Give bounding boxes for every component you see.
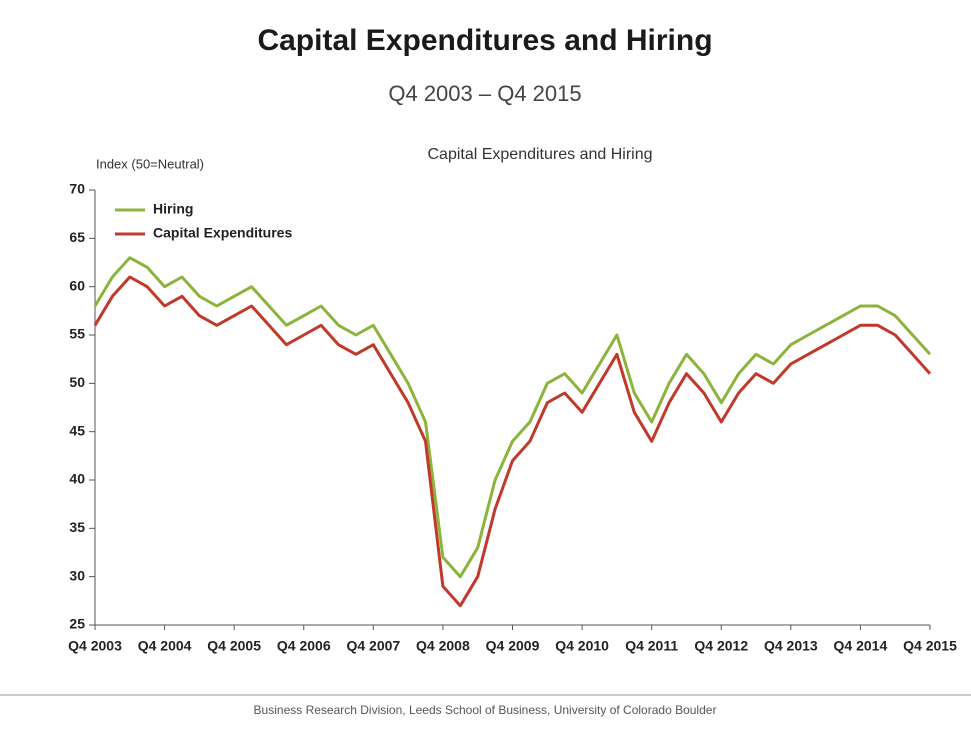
- x-tick-label: Q4 2004: [138, 638, 192, 654]
- legend-label: Capital Expenditures: [153, 225, 292, 241]
- x-tick-label: Q4 2005: [207, 638, 261, 654]
- y-tick-label: 60: [69, 277, 85, 293]
- x-tick-label: Q4 2008: [416, 638, 470, 654]
- y-tick-label: 55: [69, 326, 85, 342]
- y-tick-label: 65: [69, 229, 85, 245]
- y-axis-label: Index (50=Neutral): [96, 156, 204, 171]
- slide-title: Capital Expenditures and Hiring: [257, 24, 712, 57]
- footer: Business Research Division, Leeds School…: [254, 703, 717, 717]
- x-tick-label: Q4 2011: [625, 638, 678, 654]
- y-tick-label: 30: [69, 567, 85, 583]
- y-tick-label: 40: [69, 471, 85, 487]
- x-tick-label: Q4 2015: [903, 638, 957, 654]
- x-tick-label: Q4 2006: [277, 638, 331, 654]
- slide-subtitle: Q4 2003 – Q4 2015: [388, 81, 581, 106]
- chart-title: Capital Expenditures and Hiring: [427, 146, 652, 163]
- y-tick-label: 50: [69, 374, 85, 390]
- x-tick-label: Q4 2014: [834, 638, 888, 654]
- y-tick-label: 35: [69, 519, 85, 535]
- x-tick-label: Q4 2003: [68, 638, 122, 654]
- x-tick-label: Q4 2007: [346, 638, 400, 654]
- series-line: [93, 256, 932, 579]
- x-tick-label: Q4 2009: [486, 638, 540, 654]
- legend-label: Hiring: [153, 201, 193, 217]
- x-tick-label: Q4 2010: [555, 638, 609, 654]
- x-tick-label: Q4 2012: [694, 638, 748, 654]
- y-tick-label: 70: [69, 181, 85, 197]
- y-tick-label: 45: [69, 422, 85, 438]
- x-tick-label: Q4 2013: [764, 638, 818, 654]
- y-tick-label: 25: [69, 616, 85, 632]
- series-line: [93, 275, 932, 608]
